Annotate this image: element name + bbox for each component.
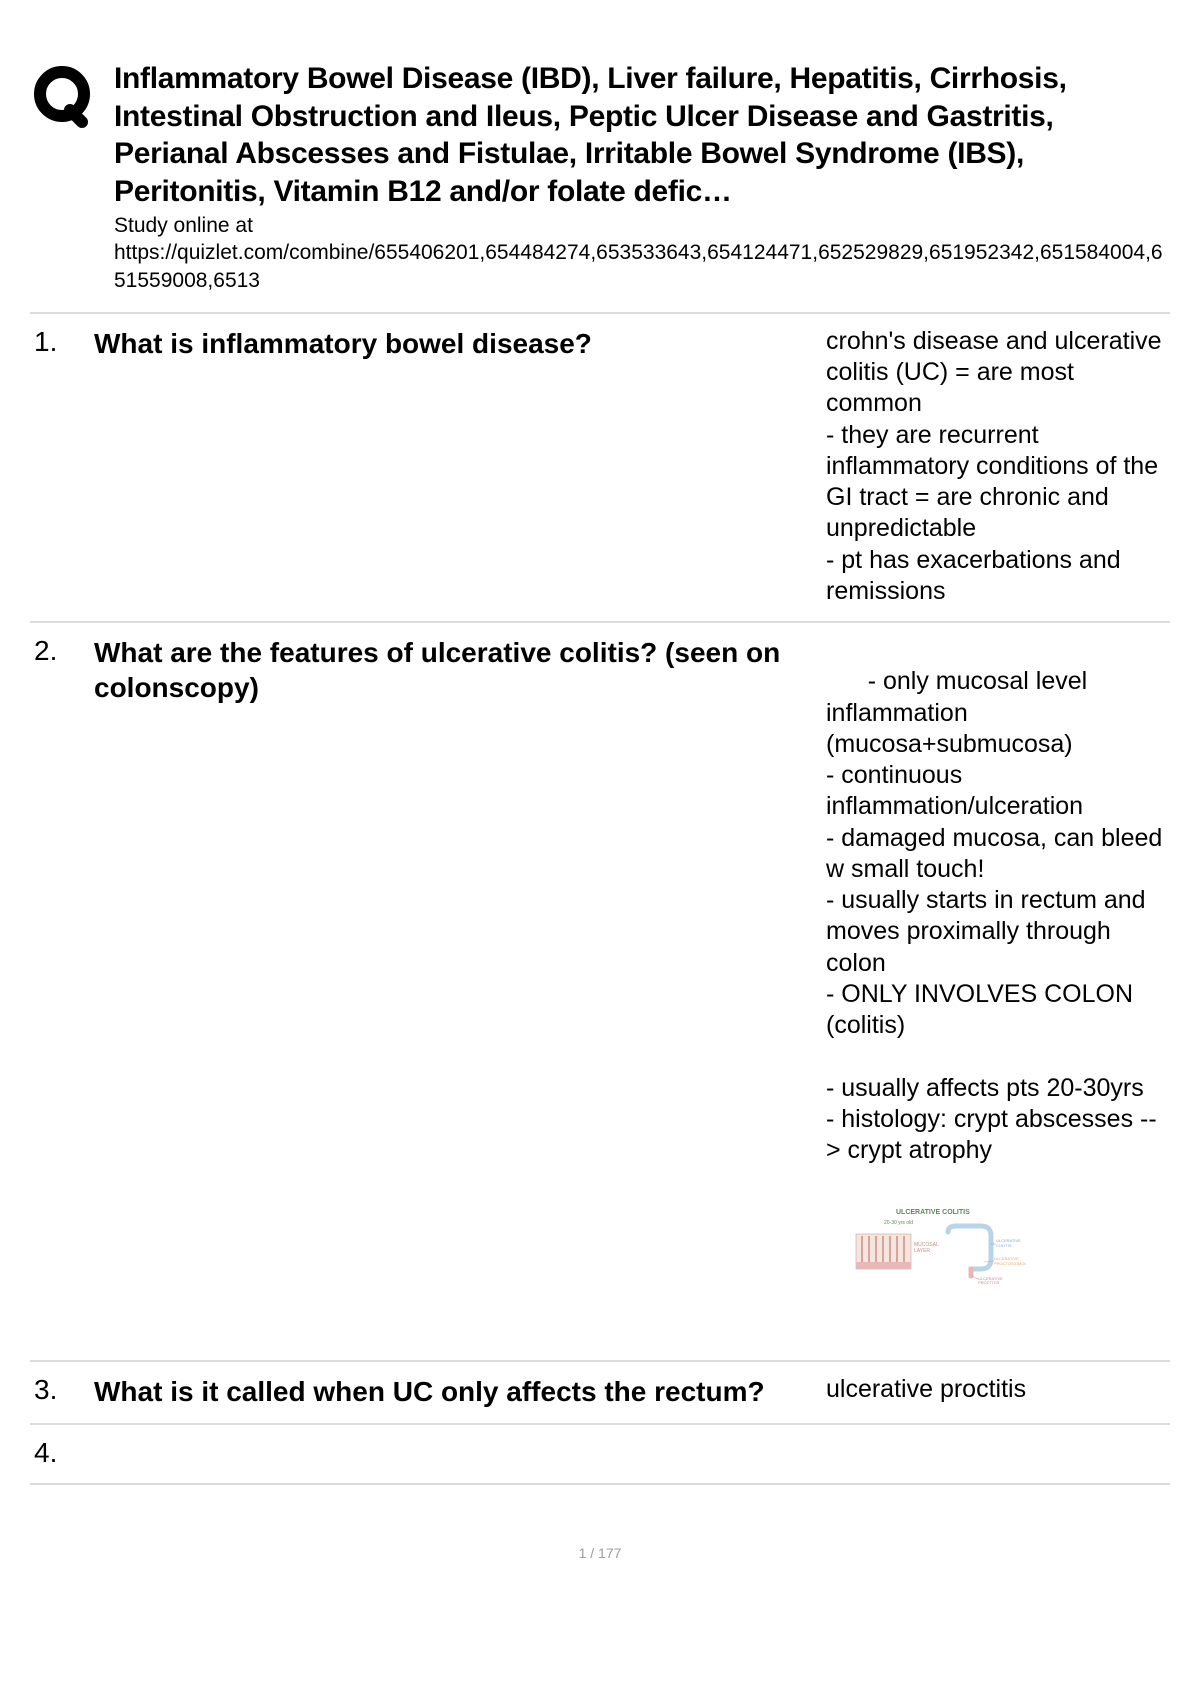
page-footer: 1 / 177	[30, 1545, 1170, 1561]
svg-text:20-30 yrs old: 20-30 yrs old	[884, 1220, 913, 1226]
quizlet-logo	[30, 64, 94, 133]
row-answer-text: - only mucosal level inflammation (mucos…	[826, 667, 1169, 1164]
qa-rows: 1. What is inflammatory bowel disease? c…	[30, 312, 1170, 1485]
row-question: What is it called when UC only affects t…	[94, 1374, 808, 1409]
page-header: Inflammatory Bowel Disease (IBD), Liver …	[30, 60, 1170, 294]
qa-row: 3. What is it called when UC only affect…	[30, 1362, 1170, 1425]
svg-text:PROCTOSIGMOIDITIS: PROCTOSIGMOIDITIS	[994, 1261, 1026, 1266]
row-number: 1.	[34, 326, 76, 607]
ulcerative-colitis-diagram: ULCERATIVE COLITIS 20-30 yrs old MUCOSAL…	[826, 1204, 1026, 1284]
row-answer: - only mucosal level inflammation (mucos…	[826, 635, 1166, 1346]
study-url: https://quizlet.com/combine/655406201,65…	[114, 241, 1163, 291]
page-title: Inflammatory Bowel Disease (IBD), Liver …	[114, 60, 1170, 210]
svg-text:LAYER: LAYER	[914, 1248, 930, 1254]
study-label: Study online at	[114, 214, 253, 237]
diagram-title-text: ULCERATIVE COLITIS	[896, 1209, 970, 1216]
row-question	[94, 1437, 808, 1469]
svg-text:COLITIS: COLITIS	[996, 1243, 1012, 1248]
qa-row: 4.	[30, 1425, 1170, 1485]
row-answer	[826, 1437, 1166, 1469]
row-question: What is inflammatory bowel disease?	[94, 326, 808, 607]
svg-text:PROCTITIS: PROCTITIS	[978, 1280, 1000, 1284]
row-number: 2.	[34, 635, 76, 1346]
page-indicator: 1 / 177	[579, 1545, 622, 1561]
title-block: Inflammatory Bowel Disease (IBD), Liver …	[114, 60, 1170, 294]
row-number: 3.	[34, 1374, 76, 1409]
row-number: 4.	[34, 1437, 76, 1469]
qa-row: 2. What are the features of ulcerative c…	[30, 623, 1170, 1362]
row-answer: crohn's disease and ulcerative colitis (…	[826, 326, 1166, 607]
qa-row: 1. What is inflammatory bowel disease? c…	[30, 314, 1170, 623]
row-question: What are the features of ulcerative coli…	[94, 635, 808, 1346]
study-subtitle: Study online at https://quizlet.com/comb…	[114, 212, 1170, 294]
row-answer: ulcerative proctitis	[826, 1374, 1166, 1409]
